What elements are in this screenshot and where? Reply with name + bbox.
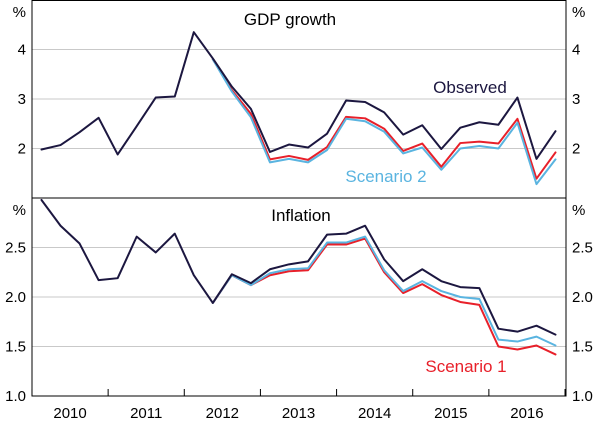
series-line-scenario-1	[211, 237, 557, 356]
x-tick-label: 2015	[434, 405, 467, 422]
panel-title: GDP growth	[244, 10, 336, 29]
x-tick-label: 2014	[358, 405, 391, 422]
y-unit-left: %	[13, 202, 26, 219]
chart-labels: GDP growth Scenario 2 Observed Inflation Sce…	[244, 10, 507, 376]
panel-title: Inflation	[271, 206, 331, 225]
y-tick-label-right: 1.0	[572, 388, 593, 405]
y-tick-label-right: 3	[572, 91, 580, 108]
series-line-scenario-2	[211, 58, 557, 186]
series-line-observed	[40, 198, 557, 336]
y-tick-label-right: 2	[572, 141, 580, 158]
y-unit-right: %	[572, 4, 585, 21]
y-tick-label-left: 2	[18, 141, 26, 158]
axes: 2 2 3 3 4 4% % 1.0 1.0 1.5 1.5 2.0 2.0 2.5 2.5% % 2010 20…	[5, 0, 593, 422]
y-tick-label-left: 2.5	[5, 240, 26, 257]
y-tick-label-left: 4	[18, 42, 26, 59]
y-tick-label-left: 1.5	[5, 339, 26, 356]
x-tick-label: 2010	[53, 405, 86, 422]
series-label-observed: Observed	[433, 78, 507, 97]
y-unit-left: %	[13, 4, 26, 21]
y-tick-label-left: 3	[18, 91, 26, 108]
gridlines	[32, 49, 566, 347]
x-tick-label: 2011	[130, 405, 162, 422]
y-tick-label-right: 4	[572, 42, 580, 59]
y-tick-label-right: 1.5	[572, 339, 593, 356]
y-tick-label-left: 1.0	[5, 388, 26, 405]
series-line-observed	[40, 31, 557, 160]
series-label-scenario-2: Scenario 2	[345, 167, 426, 186]
series-line-scenario-1	[211, 58, 557, 180]
y-tick-label-right: 2.5	[572, 240, 593, 257]
x-tick-label: 2013	[282, 405, 315, 422]
series-lines	[40, 31, 557, 356]
y-tick-label-left: 2.0	[5, 289, 26, 306]
x-tick-label: 2012	[206, 405, 239, 422]
series-line-scenario-2	[211, 235, 557, 347]
series-label-scenario-1: Scenario 1	[425, 357, 506, 376]
y-tick-label-right: 2.0	[572, 289, 593, 306]
y-unit-right: %	[572, 202, 585, 219]
x-tick-label: 2016	[510, 405, 543, 422]
